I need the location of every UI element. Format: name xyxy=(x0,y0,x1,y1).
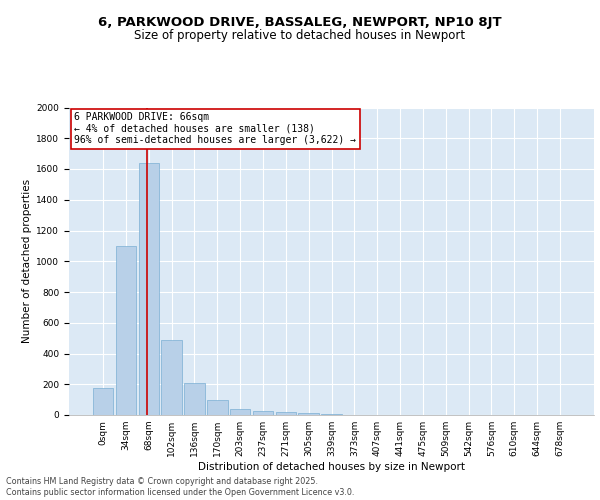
Text: 6, PARKWOOD DRIVE, BASSALEG, NEWPORT, NP10 8JT: 6, PARKWOOD DRIVE, BASSALEG, NEWPORT, NP… xyxy=(98,16,502,29)
Bar xyxy=(253,411,273,415)
Bar xyxy=(275,412,296,415)
Text: Size of property relative to detached houses in Newport: Size of property relative to detached ho… xyxy=(134,30,466,43)
Bar xyxy=(321,414,342,415)
Text: Contains public sector information licensed under the Open Government Licence v3: Contains public sector information licen… xyxy=(6,488,355,497)
Bar xyxy=(161,340,182,415)
Text: Contains HM Land Registry data © Crown copyright and database right 2025.: Contains HM Land Registry data © Crown c… xyxy=(6,476,318,486)
Bar xyxy=(184,384,205,415)
X-axis label: Distribution of detached houses by size in Newport: Distribution of detached houses by size … xyxy=(198,462,465,472)
Text: 6 PARKWOOD DRIVE: 66sqm
← 4% of detached houses are smaller (138)
96% of semi-de: 6 PARKWOOD DRIVE: 66sqm ← 4% of detached… xyxy=(74,112,356,146)
Bar xyxy=(298,414,319,415)
Bar xyxy=(93,388,113,415)
Y-axis label: Number of detached properties: Number of detached properties xyxy=(22,179,32,344)
Bar xyxy=(230,408,250,415)
Bar xyxy=(116,246,136,415)
Bar xyxy=(139,163,159,415)
Bar xyxy=(207,400,227,415)
